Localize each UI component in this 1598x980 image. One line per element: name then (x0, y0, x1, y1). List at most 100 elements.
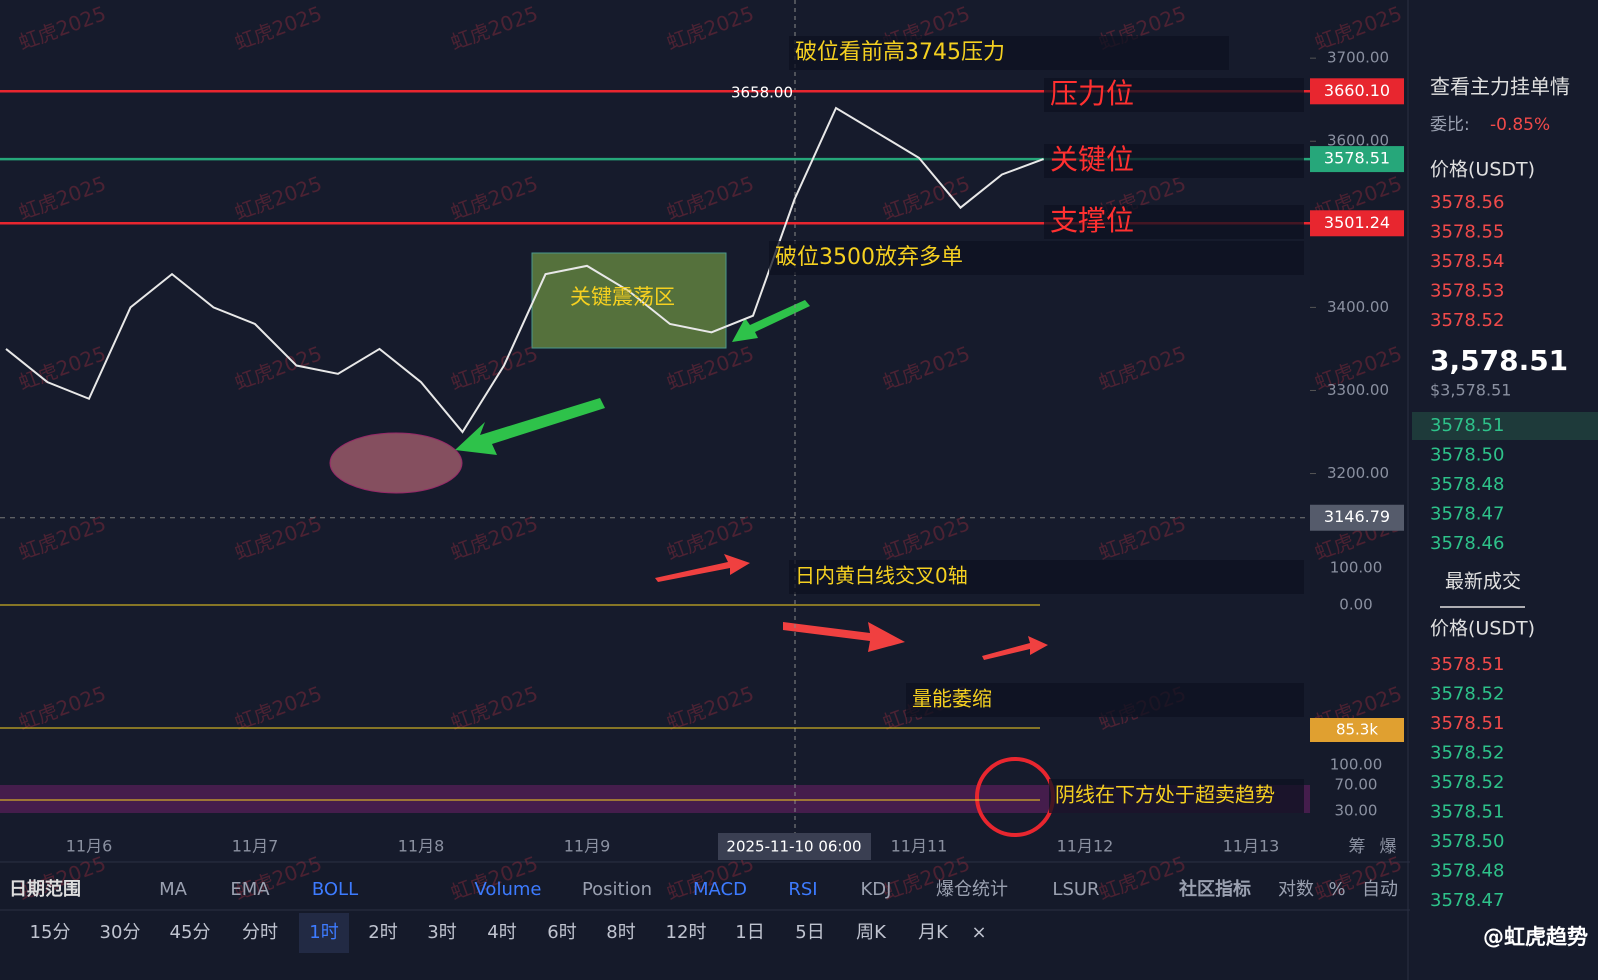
x-tick-label: 11月8 (398, 837, 445, 856)
bid-price: 3578.47 (1430, 504, 1504, 525)
interval-button[interactable]: 月K (918, 922, 949, 943)
panel-title[interactable]: 查看主力挂单情 (1430, 75, 1570, 99)
annotation-bg (789, 36, 1229, 70)
indicator-button[interactable]: RSI (788, 879, 817, 900)
indicator-button[interactable]: % (1328, 879, 1345, 900)
level-tag (1310, 78, 1404, 105)
trade-price: 3578.52 (1430, 684, 1504, 705)
ask-price: 3578.56 (1430, 192, 1504, 213)
last-price: 3,578.51 (1430, 344, 1568, 377)
volume-tag (1310, 718, 1404, 742)
axis-icon[interactable]: 筹 (1349, 837, 1366, 857)
indicator-button[interactable]: BOLL (312, 879, 358, 900)
interval-button[interactable]: 2时 (368, 922, 397, 943)
macd-tick-label: 0.00 (1339, 596, 1372, 614)
interval-button[interactable]: 1日 (735, 922, 764, 943)
trades-title[interactable]: 最新成交 (1445, 571, 1521, 593)
indicator-button[interactable]: EMA (230, 879, 270, 900)
y-tick-label: 3700.00 (1327, 49, 1389, 67)
volume-label: 85.3k (1336, 721, 1378, 739)
annotation-bg (1044, 78, 1304, 112)
chart-bg (0, 0, 1310, 862)
highlight (329, 432, 463, 494)
x-tick-label: 11月7 (232, 837, 279, 856)
rsi-tick-label: 70.00 (1335, 776, 1378, 794)
arrow (655, 554, 750, 582)
indicator-button[interactable]: MA (159, 879, 188, 900)
trade-price: 3578.48 (1430, 861, 1504, 882)
indicator-button[interactable]: Volume (475, 879, 542, 900)
interval-button[interactable]: × (971, 922, 986, 943)
interval-button[interactable]: 45分 (170, 922, 211, 943)
interval-button[interactable]: 4时 (487, 922, 516, 943)
rsi-tick-label: 30.00 (1335, 802, 1378, 820)
interval-button[interactable]: 6时 (547, 922, 576, 943)
interval-button[interactable]: 周K (856, 922, 887, 943)
interval-button[interactable]: 1时 (309, 922, 338, 943)
annotation-bg (769, 241, 1304, 275)
annotation-bg (1044, 144, 1304, 178)
indicator-button[interactable]: LSUR (1052, 879, 1099, 900)
ratio-value: -0.85% (1490, 115, 1550, 135)
ratio-label: 委比: (1430, 115, 1470, 135)
level-tag (1310, 504, 1404, 531)
cursor-label: 2025-11-10 06:00 (726, 838, 861, 856)
indicator-button[interactable]: 社区指标 (1179, 878, 1251, 900)
annotation: 阴线在下方处于超卖趋势 (1055, 783, 1275, 807)
interval-button[interactable]: 30分 (100, 922, 141, 943)
annotation: 破位看前高3745压力 (795, 40, 1005, 65)
last-usd: $3,578.51 (1430, 381, 1511, 400)
trade-price: 3578.50 (1430, 831, 1504, 852)
y-tick-label: 3200.00 (1327, 464, 1389, 482)
side-panel (1410, 0, 1598, 980)
annotation: 关键震荡区 (570, 285, 675, 309)
cursor-tag (718, 833, 871, 860)
arrow (732, 300, 810, 342)
macd-tick-label: 100.00 (1330, 559, 1383, 577)
indicator-button[interactable]: KDJ (861, 879, 892, 900)
interval-button[interactable]: 5日 (795, 922, 824, 943)
indicator-button[interactable]: 日期范围 (9, 878, 81, 900)
interval-button[interactable]: 12时 (666, 922, 707, 943)
y-tick-label: 3400.00 (1327, 298, 1389, 316)
annotation: 支撑位 (1050, 204, 1134, 237)
x-tick-label: 11月9 (564, 837, 611, 856)
price-line (5, 106, 1044, 434)
x-tick-label: 11月13 (1223, 837, 1280, 856)
interval-button[interactable]: 8时 (606, 922, 635, 943)
footer: @虹虎趋势 (1483, 925, 1588, 949)
level-tag (1310, 210, 1404, 237)
bid-highlight (1412, 412, 1598, 440)
y-tick-label: 3600.00 (1327, 132, 1389, 150)
trade-price: 3578.52 (1430, 743, 1504, 764)
annotation: 压力位 (1050, 77, 1134, 110)
axis-icon[interactable]: 爆 (1380, 837, 1397, 857)
level-label: 3660.10 (1324, 81, 1390, 100)
arrow (783, 622, 905, 652)
rsi-tick-label: 100.00 (1330, 756, 1383, 774)
trade-price: 3578.51 (1430, 713, 1504, 734)
x-tick-label: 11月6 (66, 837, 113, 856)
bid-price: 3578.46 (1430, 533, 1504, 554)
level-label: 3501.24 (1324, 213, 1390, 232)
annotation-bg (789, 560, 1304, 594)
annotation-bg (906, 683, 1304, 717)
interval-button[interactable]: 15分 (30, 922, 71, 943)
annotation: 关键位 (1050, 143, 1134, 176)
level-label: 3146.79 (1324, 507, 1390, 526)
watermark: 虹虎2025 (1311, 1, 1405, 55)
level-tag (1310, 146, 1404, 173)
column-header: 价格(USDT) (1430, 159, 1535, 181)
interval-button[interactable]: 3时 (427, 922, 456, 943)
indicator-button[interactable]: Position (582, 879, 652, 900)
interval-button[interactable]: 分时 (242, 922, 278, 943)
trade-price: 3578.52 (1430, 772, 1504, 793)
indicator-button[interactable]: MACD (693, 879, 747, 900)
indicator-button[interactable]: 对数 (1278, 879, 1314, 900)
ask-price: 3578.52 (1430, 310, 1504, 331)
indicator-button[interactable]: 自动 (1362, 879, 1398, 900)
annotation: 破位3500放弃多单 (775, 245, 963, 270)
indicator-button[interactable]: 爆仓统计 (936, 879, 1008, 900)
